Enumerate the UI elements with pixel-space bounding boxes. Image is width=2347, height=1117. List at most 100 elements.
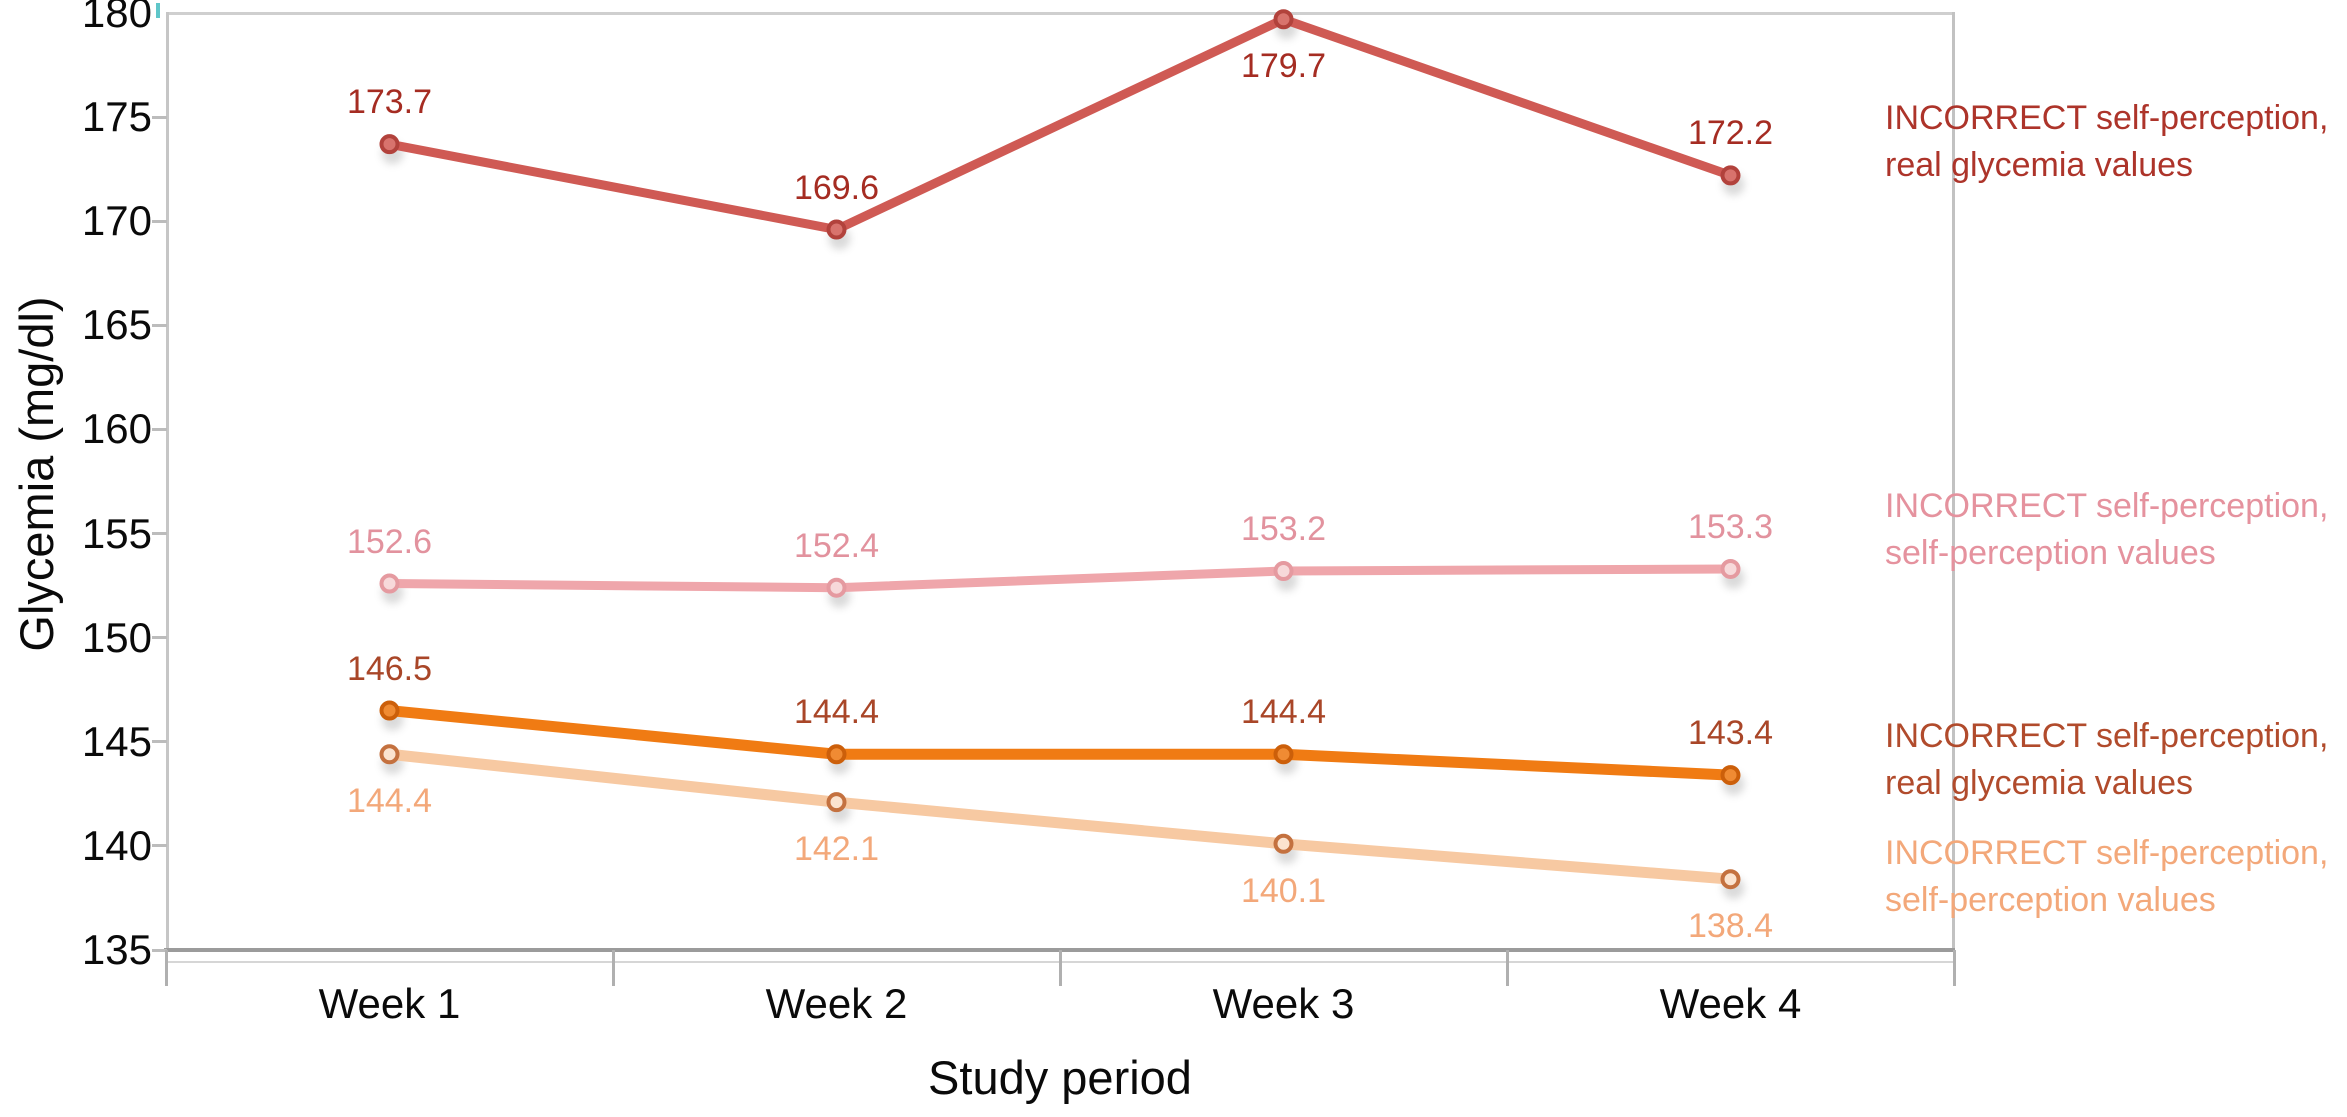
legend-entry-incorrect-self-perception-self-perception-high: INCORRECT self-perception, self-perceptio… xyxy=(1885,483,2328,577)
plot-left-axis xyxy=(166,12,169,952)
data-point-marker xyxy=(379,700,400,721)
y-tick-label: 150 xyxy=(81,613,152,661)
series-incorrect-self-perception-self-perception-high xyxy=(379,558,1745,608)
plot-top-border xyxy=(166,12,1955,15)
y-tick-mark xyxy=(152,219,167,223)
data-point-marker xyxy=(826,744,847,765)
x-tick-mark xyxy=(1058,950,1062,986)
series-line xyxy=(385,14,1735,235)
y-tick-label: 165 xyxy=(81,301,152,349)
plot-right-border xyxy=(1952,12,1955,952)
y-tick-label: 175 xyxy=(81,93,152,141)
marker-shadow xyxy=(828,227,851,250)
legend-line-2: real glycemia values xyxy=(1885,764,2194,802)
data-point-label: 153.2 xyxy=(1240,510,1327,549)
marker-shadow xyxy=(828,585,851,608)
y-tick-label: 160 xyxy=(81,405,152,453)
marker-shadow xyxy=(828,752,851,775)
x-category-label: Week 2 xyxy=(765,980,908,1027)
y-tick-mark xyxy=(152,115,167,119)
data-point-marker xyxy=(379,134,400,155)
x-category-label: Week 3 xyxy=(1212,980,1355,1027)
data-point-marker xyxy=(1720,165,1741,186)
y-tick-label: 170 xyxy=(81,197,152,245)
series-line xyxy=(385,564,1735,593)
y-tick-label: 155 xyxy=(81,509,152,557)
marker-shadow xyxy=(381,708,404,731)
data-point-marker xyxy=(1273,744,1294,765)
legend-line-1: INCORRECT self-perception, xyxy=(1885,717,2329,755)
series-incorrect-self-perception-real-glycemia-low xyxy=(379,700,1745,796)
legend-line-1: INCORRECT self-perception, xyxy=(1885,487,2329,525)
marker-shadow xyxy=(1722,773,1745,796)
y-axis-title: Glycemia (mg/dl) xyxy=(10,296,63,652)
data-point-label: 179.7 xyxy=(1240,47,1327,86)
y-tick-label: 145 xyxy=(81,717,152,765)
x-tick-mark xyxy=(1505,950,1509,986)
x-axis-title: Study period xyxy=(928,1051,1192,1104)
marker-shadow xyxy=(1275,569,1298,592)
data-point-label: 144.4 xyxy=(1240,693,1327,732)
legend-line-1: INCORRECT self-perception, xyxy=(1885,99,2329,137)
series-line xyxy=(384,748,1736,885)
data-point-marker xyxy=(826,792,847,813)
legend-line-2: real glycemia values xyxy=(1885,146,2194,184)
legend-entry-incorrect-self-perception-self-perception-low: INCORRECT self-perception, self-perceptio… xyxy=(1885,830,2328,924)
data-point-label: 140.1 xyxy=(1240,871,1327,910)
y-tick-mark xyxy=(152,740,167,744)
data-point-label: 152.6 xyxy=(346,522,433,561)
marker-shadow xyxy=(1275,17,1298,40)
y-tick-label: 135 xyxy=(81,926,152,973)
legend-line-2: self-perception values xyxy=(1885,534,2216,572)
x-tick-mark xyxy=(164,950,168,986)
x-tick-mark xyxy=(611,950,615,986)
data-point-marker xyxy=(1273,833,1294,854)
data-point-marker xyxy=(1720,869,1741,890)
data-point-label: 138.4 xyxy=(1687,907,1774,946)
x-tick-mark xyxy=(1952,950,1956,986)
legend-entry-incorrect-self-perception-real-glycemia-high: INCORRECT self-perception, real glycemia … xyxy=(1885,95,2328,189)
series-line xyxy=(384,705,1736,781)
y-tick-mark xyxy=(152,323,167,327)
y-tick-mark xyxy=(152,636,167,640)
marker-shadow xyxy=(1275,841,1298,864)
x-category-label: Week 4 xyxy=(1659,980,1802,1027)
data-point-label: 152.4 xyxy=(793,526,880,565)
y-tick-label: 140 xyxy=(81,821,152,869)
data-point-label: 144.4 xyxy=(793,693,880,732)
y-tick-mark xyxy=(152,532,167,536)
data-point-label: 172.2 xyxy=(1687,114,1774,153)
data-point-label: 144.4 xyxy=(346,782,433,821)
data-point-label: 143.4 xyxy=(1687,714,1774,753)
data-point-label: 146.5 xyxy=(346,649,433,688)
marker-shadow xyxy=(828,800,851,823)
data-point-marker xyxy=(1273,561,1294,582)
x-category-label: Week 1 xyxy=(318,980,461,1027)
legend-entry-incorrect-self-perception-real-glycemia-low: INCORRECT self-perception, real glycemia … xyxy=(1885,713,2328,807)
data-point-label: 173.7 xyxy=(346,83,433,122)
marker-shadow xyxy=(1722,173,1745,196)
data-point-marker xyxy=(1720,765,1741,786)
data-point-label: 169.6 xyxy=(793,168,880,207)
legend-line-1: INCORRECT self-perception, xyxy=(1885,834,2329,872)
marker-shadow xyxy=(381,142,404,165)
marker-shadow xyxy=(1722,877,1745,900)
legend-line-2: self-perception values xyxy=(1885,881,2216,919)
series-incorrect-self-perception-self-perception-low xyxy=(379,744,1745,900)
y-tick-mark xyxy=(152,948,167,952)
series-incorrect-self-perception-real-glycemia-high xyxy=(379,9,1745,250)
marker-shadow xyxy=(1275,752,1298,775)
data-point-label: 142.1 xyxy=(793,830,880,869)
data-point-label: 153.3 xyxy=(1687,507,1774,546)
data-point-marker xyxy=(826,577,847,598)
marker-shadow xyxy=(381,752,404,775)
marker-shadow xyxy=(381,581,404,604)
y-tick-mark xyxy=(152,427,167,431)
y-tick-label: 180 xyxy=(81,0,152,36)
teal-corner-tick xyxy=(156,3,160,18)
marker-shadow xyxy=(1722,566,1745,589)
y-tick-mark xyxy=(152,844,167,848)
data-point-marker xyxy=(1720,558,1741,579)
data-point-marker xyxy=(826,219,847,240)
